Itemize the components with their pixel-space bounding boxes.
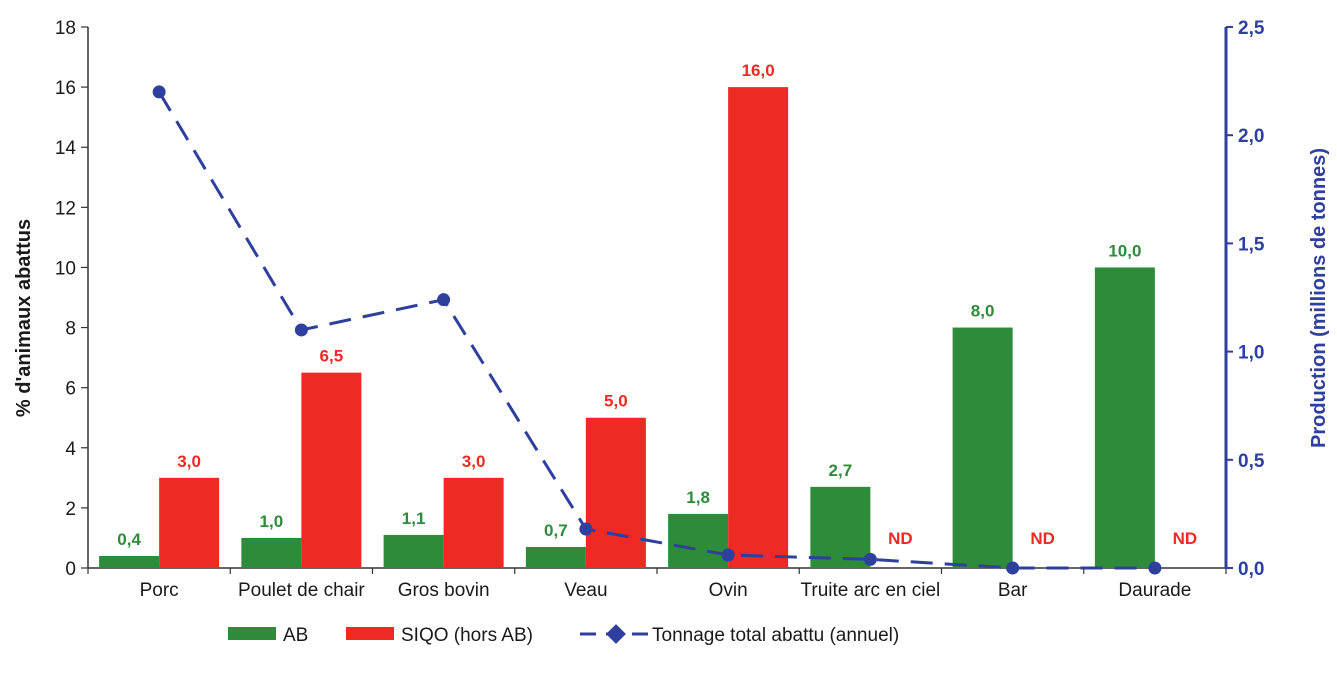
legend-label-tonnage: Tonnage total abattu (annuel) xyxy=(652,625,899,646)
data-labels: 0,4 3,0 1,0 6,5 1,1 3,0 0,7 5,0 1,8 16,0 2,7 ND 8,0 N… xyxy=(117,61,1197,549)
x-tick-label: Gros bovin xyxy=(398,580,490,601)
tonnage-line xyxy=(152,85,1162,575)
bar-ab xyxy=(952,327,1013,568)
legend: AB SIQO (hors AB) Tonnage total abattu (an… xyxy=(228,624,899,646)
bars xyxy=(99,87,1155,568)
x-tick-label: Bar xyxy=(998,580,1028,601)
data-label-ab: 0,7 xyxy=(544,521,568,540)
x-tick-label: Truite arc en ciel xyxy=(801,580,941,601)
left-tick-label: 12 xyxy=(55,198,76,219)
legend-marker-tonnage xyxy=(606,624,626,644)
legend-swatch-ab xyxy=(228,627,276,640)
axes: 0 2 4 6 8 10 12 14 16 18 Porc Poulet de chair Gros b… xyxy=(55,18,1265,601)
x-tick-label: Ovin xyxy=(709,580,748,601)
x-tick-label: Veau xyxy=(564,580,607,601)
bar-ab xyxy=(1094,267,1155,568)
left-tick-label: 14 xyxy=(55,138,77,159)
left-tick-label: 2 xyxy=(65,499,76,520)
tonnage-point xyxy=(863,552,877,566)
left-tick-label: 4 xyxy=(65,439,76,460)
left-tick-label: 8 xyxy=(65,319,76,340)
data-label-ab: 2,7 xyxy=(829,461,853,480)
right-tick-label: 2,5 xyxy=(1238,18,1265,39)
right-tick-label: 0,0 xyxy=(1238,559,1264,580)
bar-siqo xyxy=(301,372,362,568)
data-label-siqo: 3,0 xyxy=(462,452,486,471)
bar-siqo xyxy=(728,87,789,568)
data-label-siqo-nd: ND xyxy=(888,529,913,548)
legend-label-siqo: SIQO (hors AB) xyxy=(401,625,533,646)
data-label-ab: 1,1 xyxy=(402,509,426,528)
data-label-siqo: 5,0 xyxy=(604,392,628,411)
bar-ab xyxy=(99,555,160,568)
x-tick-label: Poulet de chair xyxy=(238,580,365,601)
legend-swatch-siqo xyxy=(346,627,394,640)
right-tick-label: 2,0 xyxy=(1238,126,1264,147)
x-tick-label: Porc xyxy=(140,580,179,601)
tonnage-point xyxy=(294,323,308,337)
bar-ab xyxy=(383,534,444,568)
data-label-siqo: 3,0 xyxy=(177,452,201,471)
bar-ab xyxy=(668,513,729,568)
data-label-ab: 10,0 xyxy=(1108,241,1141,260)
tonnage-point xyxy=(1006,561,1020,575)
left-tick-label: 6 xyxy=(65,379,76,400)
tonnage-point xyxy=(721,548,735,562)
left-tick-label: 18 xyxy=(55,18,76,39)
data-label-siqo: 16,0 xyxy=(742,61,775,80)
left-tick-label: 10 xyxy=(55,258,76,279)
right-tick-label: 1,0 xyxy=(1238,343,1264,364)
bar-ab xyxy=(241,537,302,568)
tonnage-line-path xyxy=(157,91,1155,570)
bar-siqo xyxy=(443,477,504,568)
left-tick-label: 0 xyxy=(65,559,76,580)
tonnage-point xyxy=(437,293,451,307)
y-axis-label: % d'animaux abattus xyxy=(13,219,35,417)
x-tick-label: Daurade xyxy=(1118,580,1191,601)
data-label-ab: 0,4 xyxy=(117,530,141,549)
bar-ab xyxy=(810,486,871,568)
data-label-siqo: 6,5 xyxy=(320,347,344,366)
tonnage-point xyxy=(579,522,593,536)
data-label-ab: 1,0 xyxy=(260,512,284,531)
right-y-axis-label: Production (millions de tonnes) xyxy=(1308,148,1330,448)
left-tick-label: 16 xyxy=(55,78,76,99)
bar-siqo xyxy=(159,477,220,568)
right-tick-label: 0,5 xyxy=(1238,451,1265,472)
tonnage-point xyxy=(1148,561,1162,575)
bar-ab xyxy=(525,546,586,568)
data-label-siqo-nd: ND xyxy=(1173,529,1198,548)
right-tick-label: 1,5 xyxy=(1238,234,1265,255)
data-label-siqo-nd: ND xyxy=(1030,529,1055,548)
data-label-ab: 1,8 xyxy=(686,488,710,507)
bar-siqo xyxy=(585,417,646,568)
tonnage-point xyxy=(152,85,166,99)
legend-label-ab: AB xyxy=(283,625,308,646)
data-label-ab: 8,0 xyxy=(971,302,995,321)
